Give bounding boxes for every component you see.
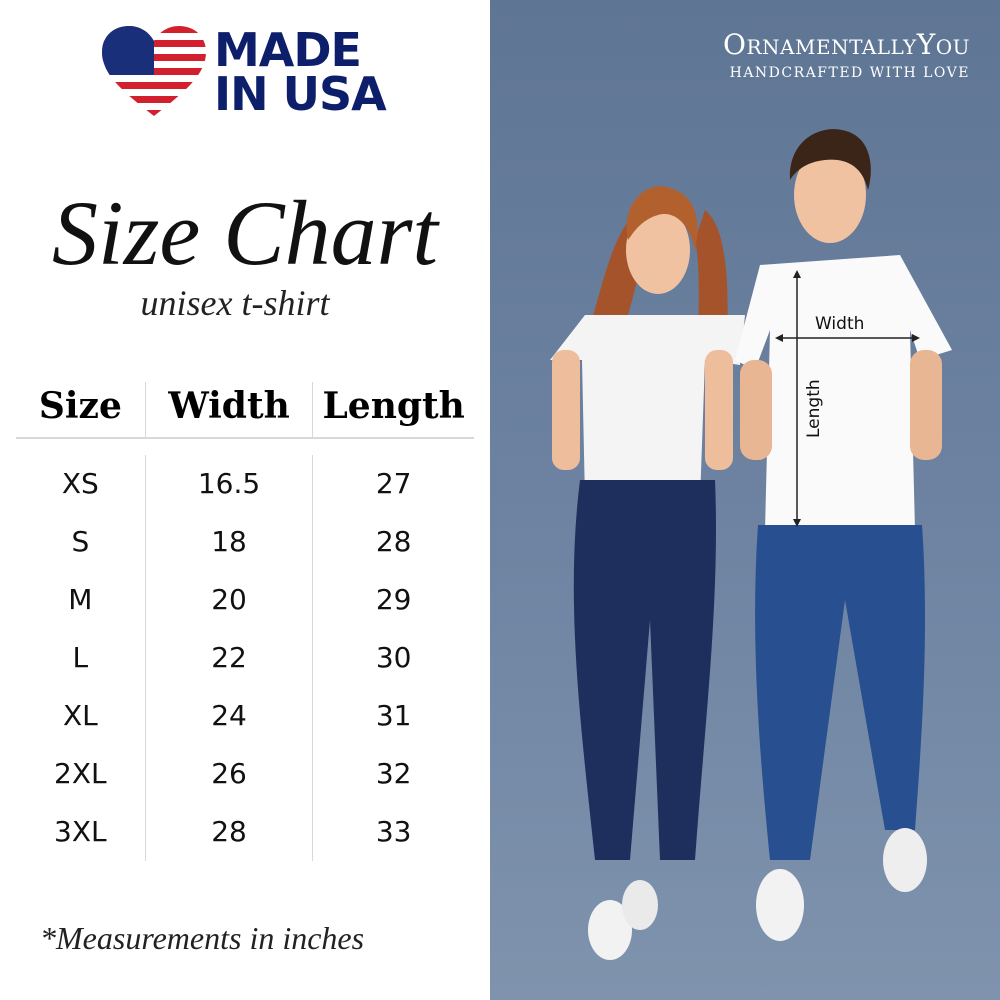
size-table: Size Width Length XS 16.5 27 S 18 28 M 20 29 L 22 3… <box>16 382 474 861</box>
size-cell: M <box>68 583 93 616</box>
woman-figure <box>550 186 745 960</box>
table-header: Size Width Length <box>16 382 474 439</box>
size-cell: XS <box>61 467 99 500</box>
length-cell: 31 <box>312 687 474 745</box>
measurement-note: *Measurements in inches <box>40 920 365 956</box>
brand-name: OrnamentallyYou <box>723 28 970 61</box>
page-title: Size Chart <box>52 182 438 284</box>
length-cell: 32 <box>312 745 474 803</box>
brand-logo: OrnamentallyYou HANDCRAFTED WITH LOVE <box>723 28 970 81</box>
us-flag-heart-icon <box>102 26 206 116</box>
table-row: S 18 28 <box>16 513 474 571</box>
length-cell: 28 <box>312 513 474 571</box>
width-cell: 18 <box>144 513 313 571</box>
header-width: Width <box>144 382 313 437</box>
header-size: Size <box>38 385 122 427</box>
width-cell: 16.5 <box>144 455 313 513</box>
badge-line2: IN USA <box>214 67 387 121</box>
model-photo: OrnamentallyYou HANDCRAFTED WITH LOVE <box>490 0 1000 1000</box>
size-cell: 2XL <box>54 757 107 790</box>
size-chart-panel: MADE IN USA Size Chart unisex t-shirt Si… <box>0 0 490 1000</box>
man-figure <box>735 129 952 941</box>
length-cell: 29 <box>312 571 474 629</box>
width-label: Width <box>815 314 865 334</box>
length-cell: 33 <box>312 803 474 861</box>
width-cell: 20 <box>144 571 313 629</box>
brand-tagline: HANDCRAFTED WITH LOVE <box>729 65 970 81</box>
table-row: 2XL 26 32 <box>16 745 474 803</box>
size-cell: S <box>71 525 90 558</box>
page-subtitle: unisex t-shirt <box>140 283 330 323</box>
width-cell: 28 <box>144 803 313 861</box>
size-cell: 3XL <box>54 815 107 848</box>
made-in-usa-badge: MADE IN USA <box>102 23 387 121</box>
size-cell: XL <box>62 699 98 732</box>
length-cell: 27 <box>312 455 474 513</box>
width-cell: 26 <box>144 745 313 803</box>
length-cell: 30 <box>312 629 474 687</box>
width-cell: 22 <box>144 629 313 687</box>
models-illustration <box>550 129 952 960</box>
header-length: Length <box>312 382 474 437</box>
table-row: 3XL 28 33 <box>16 803 474 861</box>
table-row: L 22 30 <box>16 629 474 687</box>
badge-line1: MADE <box>214 23 362 77</box>
table-row: XS 16.5 27 <box>16 455 474 513</box>
length-label: Length <box>804 379 824 438</box>
table-row: M 20 29 <box>16 571 474 629</box>
width-cell: 24 <box>144 687 313 745</box>
table-body: XS 16.5 27 S 18 28 M 20 29 L 22 30 XL 24 31 2XL 26 32 3XL 2… <box>16 439 474 861</box>
table-row: XL 24 31 <box>16 687 474 745</box>
size-cell: L <box>72 641 89 674</box>
